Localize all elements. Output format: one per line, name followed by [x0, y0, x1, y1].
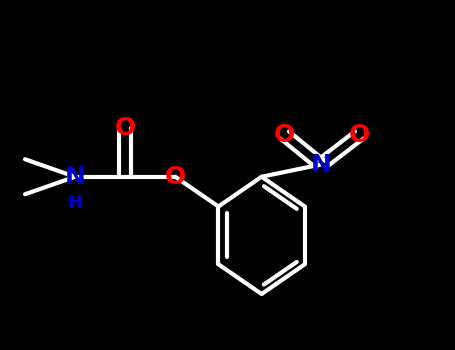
Text: N: N: [65, 165, 86, 189]
Text: O: O: [115, 116, 136, 140]
Text: O: O: [165, 165, 186, 189]
Text: O: O: [349, 123, 370, 147]
Text: N: N: [310, 153, 331, 176]
Text: O: O: [274, 123, 295, 147]
Text: H: H: [68, 194, 82, 212]
